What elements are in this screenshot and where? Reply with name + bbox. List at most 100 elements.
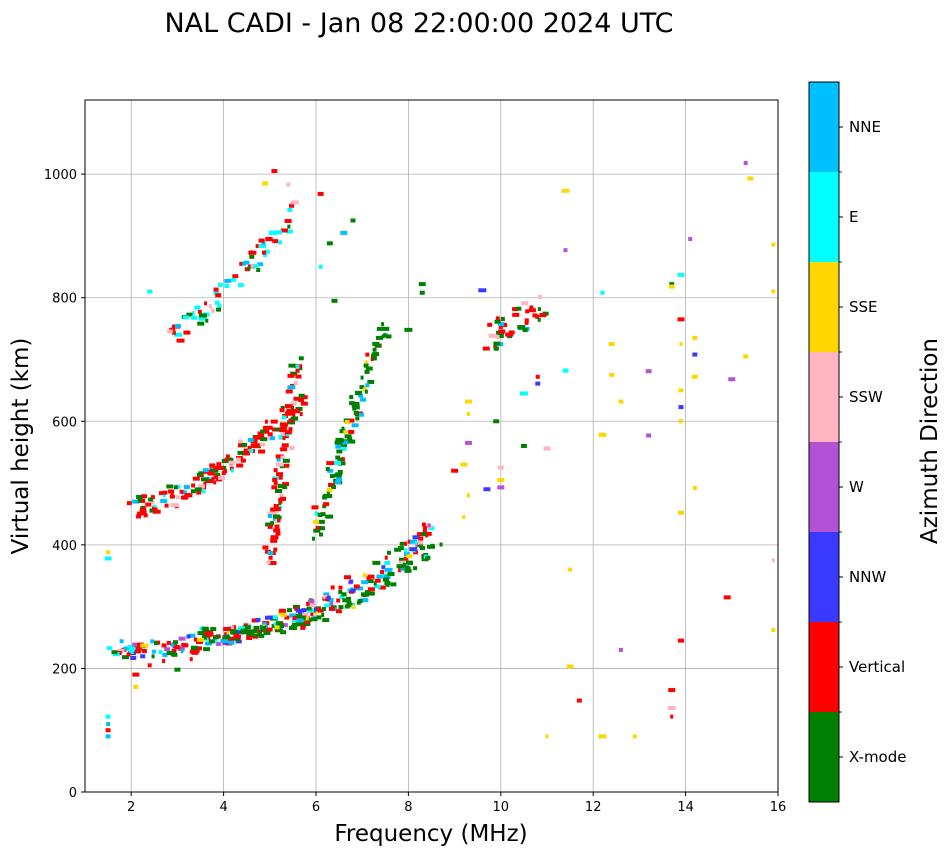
data-point [347,603,355,608]
data-point [226,630,230,635]
data-point [278,434,283,439]
data-point [367,574,375,579]
data-point [403,552,410,557]
data-point [233,633,240,638]
data-point [130,655,137,660]
data-point [691,374,698,379]
data-point [303,616,309,621]
data-point [161,643,167,648]
data-point [364,590,371,595]
data-point [407,539,412,544]
data-point [328,482,336,487]
data-point [198,313,207,318]
data-point [201,489,206,494]
data-point [238,439,244,444]
data-point [307,608,315,613]
data-point [512,312,520,317]
data-point [425,555,431,560]
data-point [421,532,427,537]
data-point [294,408,300,413]
data-point [240,261,246,266]
data-point [274,524,280,529]
data-point [225,454,230,459]
data-point [249,629,258,634]
data-point [341,446,347,451]
data-point [210,468,219,473]
data-point [316,615,322,620]
data-point [493,334,497,339]
data-point [529,305,534,310]
data-point [255,617,261,622]
data-point [244,625,251,630]
data-point [273,427,281,432]
data-point [421,522,426,527]
data-point [396,564,405,569]
data-point [351,423,359,428]
data-point [323,502,330,507]
data-point [205,641,213,646]
data-point [232,625,237,630]
data-point [237,626,246,631]
data-point [141,498,146,503]
data-point [373,581,377,586]
data-point [334,473,342,478]
data-point [323,595,329,600]
data-point [216,462,222,467]
data-point [204,301,208,306]
data-point [172,640,178,645]
data-point [169,494,175,499]
data-point [217,475,225,480]
data-point [235,630,244,635]
data-point [439,542,443,547]
y-tick-label: 0 [69,786,77,801]
data-point [289,625,298,630]
data-point [487,322,493,327]
data-point [287,373,295,378]
data-point [268,555,273,560]
data-point [162,493,166,498]
data-point [265,627,273,632]
data-point [336,598,341,603]
data-point [288,427,293,432]
data-point [365,383,370,388]
data-point [409,547,418,552]
data-point [260,437,268,442]
data-point [162,490,168,495]
data-point [462,515,466,520]
y-axis-label: Virtual height (km) [8,338,34,555]
data-point [330,585,335,590]
data-point [293,381,298,386]
data-point [273,480,278,485]
data-point [184,493,193,498]
data-point [180,490,187,495]
data-point [265,236,273,241]
data-point [191,315,198,320]
data-point [451,468,459,473]
data-point [290,371,298,376]
data-point [175,495,180,500]
data-point [280,432,286,437]
data-point [352,405,360,410]
data-point [367,587,375,592]
data-point [416,532,423,537]
data-point [173,643,177,648]
data-point [317,512,323,517]
data-point [247,445,252,450]
data-point [398,557,404,562]
data-point [360,598,369,603]
data-point [262,622,267,627]
data-point [335,444,342,449]
data-point [254,443,260,448]
data-point [220,639,229,644]
data-point [576,698,582,703]
data-point [248,250,257,255]
data-point [224,283,230,288]
data-point [318,526,325,531]
data-point [213,287,219,292]
data-point [176,338,185,343]
data-point [406,554,413,559]
data-point [278,497,283,502]
data-point [329,473,335,478]
data-point [338,585,343,590]
